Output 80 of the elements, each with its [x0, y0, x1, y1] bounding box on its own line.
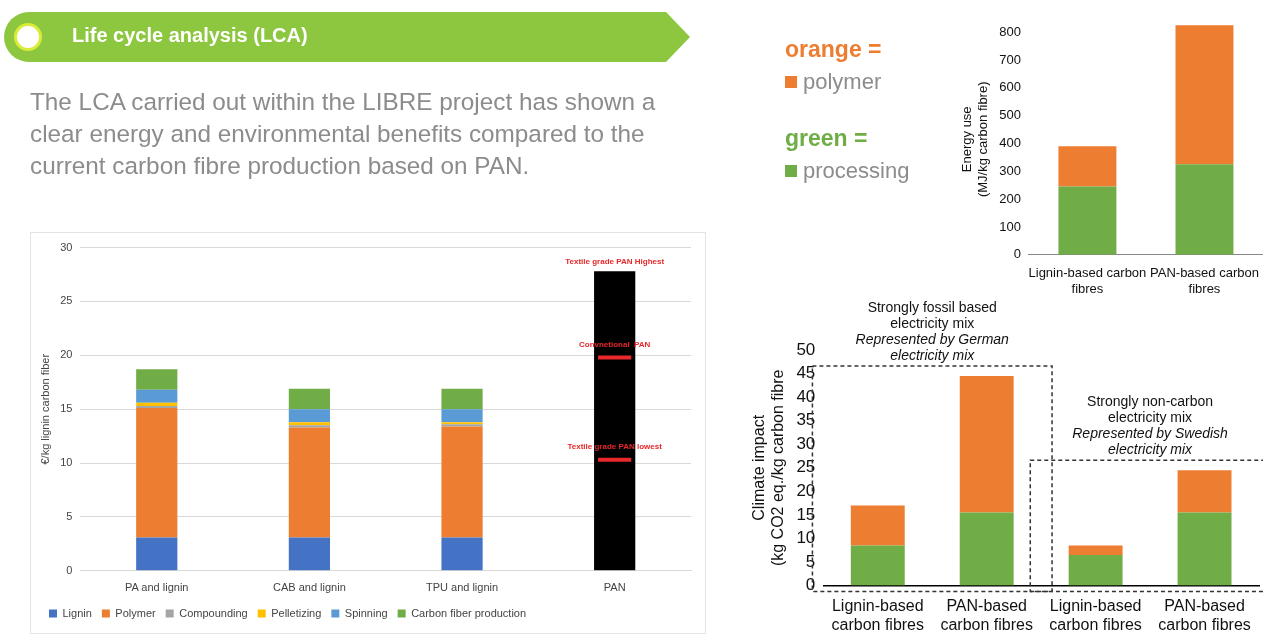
bar — [136, 369, 178, 390]
y-tick-label: 30 — [60, 240, 73, 253]
x-tick-label: Lignin-based carbon fibres — [831, 596, 925, 633]
bar — [1058, 186, 1117, 255]
legend-label: Carbon fiber production — [411, 606, 527, 619]
y-tick-label: 0 — [66, 563, 73, 576]
y-tick-label: 100 — [999, 218, 1021, 234]
legend-label: Compounding — [179, 606, 248, 619]
bar — [1068, 545, 1123, 555]
x-tick-label: PA and lignin — [125, 581, 189, 594]
bar — [1175, 164, 1234, 255]
y-tick-label: 15 — [796, 504, 816, 524]
y-tick-label: 600 — [999, 79, 1021, 95]
y-tick-label: 20 — [796, 481, 816, 501]
y-tick-label: 40 — [796, 386, 816, 406]
y-tick-label: 10 — [796, 528, 816, 548]
legend-label: polymer — [803, 69, 882, 95]
bar — [288, 409, 330, 423]
legend-label: Pelletizing — [271, 606, 322, 619]
x-tick-label: PAN-based carbon fibres — [1150, 265, 1259, 296]
annotation: Textile grade PAN Highest — [565, 256, 665, 266]
text: Life cycle analysis (LCA) — [72, 24, 308, 47]
bar — [288, 427, 330, 538]
y-tick-label: 15 — [60, 402, 73, 415]
y-tick-label: 50 — [796, 339, 816, 359]
x-tick-label: PAN-based carbon fibres — [940, 596, 1033, 633]
y-tick-label: 400 — [999, 135, 1021, 151]
y-tick-label: 300 — [999, 162, 1021, 178]
y-tick-label: 500 — [999, 107, 1021, 123]
bar — [441, 426, 483, 538]
y-tick-label: 25 — [796, 457, 816, 477]
y-tick-label: 200 — [999, 190, 1021, 206]
x-tick-label: PAN — [603, 581, 626, 594]
text: orange = — [785, 36, 883, 63]
text: The LCA carried out within the LIBRE project has shown a clear energy and environmental benefits compared to the current carbon fibre production based on PAN. — [30, 87, 657, 181]
ref-line-label: Textile grade PAN lowest — [567, 442, 663, 452]
bar — [441, 537, 483, 571]
y-tick-label: 700 — [999, 51, 1021, 67]
legend-label: processing — [803, 158, 910, 184]
annotation: Represented by German electricity mix — [855, 330, 1010, 363]
y-tick-label: 0 — [1013, 246, 1021, 262]
bar — [1068, 554, 1123, 586]
legend-label: Polymer — [115, 606, 157, 619]
bar — [1058, 146, 1117, 187]
y-tick-label: 35 — [796, 410, 816, 430]
bar — [850, 545, 905, 586]
bar — [1177, 470, 1232, 513]
annotation: Strongly non-carbon electricity mix — [1087, 393, 1214, 426]
bar — [288, 388, 330, 410]
y-axis-title: Energy use (MJ/kg carbon fibre) — [959, 81, 990, 198]
x-tick-label: TPU and lignin — [425, 581, 499, 594]
bar — [959, 375, 1014, 513]
bar — [850, 505, 905, 546]
legend-label: Spinning — [344, 606, 388, 619]
bar — [136, 389, 178, 403]
bar — [441, 388, 483, 410]
y-tick-label: 10 — [60, 456, 73, 469]
bar — [959, 512, 1014, 586]
x-tick-label: PAN-based carbon fibres — [1158, 596, 1251, 633]
bar — [136, 537, 178, 571]
y-tick-label: 45 — [796, 363, 816, 383]
x-tick-label: Lignin-based carbon fibres — [1049, 596, 1142, 633]
annotation: Represented by Swedish electricity mix — [1072, 425, 1229, 458]
x-tick-label: CAB and lignin — [273, 581, 346, 594]
y-tick-label: 30 — [796, 433, 816, 453]
y-tick-label: 5 — [66, 509, 73, 522]
bar — [288, 537, 330, 571]
y-tick-label: 25 — [60, 294, 73, 307]
text: green = — [785, 125, 869, 152]
bar — [441, 409, 483, 423]
x-tick-label: Lignin-based carbon fibres — [1028, 265, 1147, 296]
bar — [1175, 25, 1234, 165]
legend-label: Lignin — [62, 606, 92, 619]
bar — [1177, 512, 1232, 586]
bar — [136, 408, 178, 538]
y-tick-label: 800 — [999, 23, 1021, 39]
y-axis-title: €/kg lignin carbon fiber — [38, 353, 51, 465]
text: Strongly fossil based electricity mix — [867, 298, 997, 331]
y-tick-label: 20 — [60, 348, 73, 361]
y-axis-title: Climate impact (kg CO2 eq./kg carbon fibre — [750, 369, 787, 567]
